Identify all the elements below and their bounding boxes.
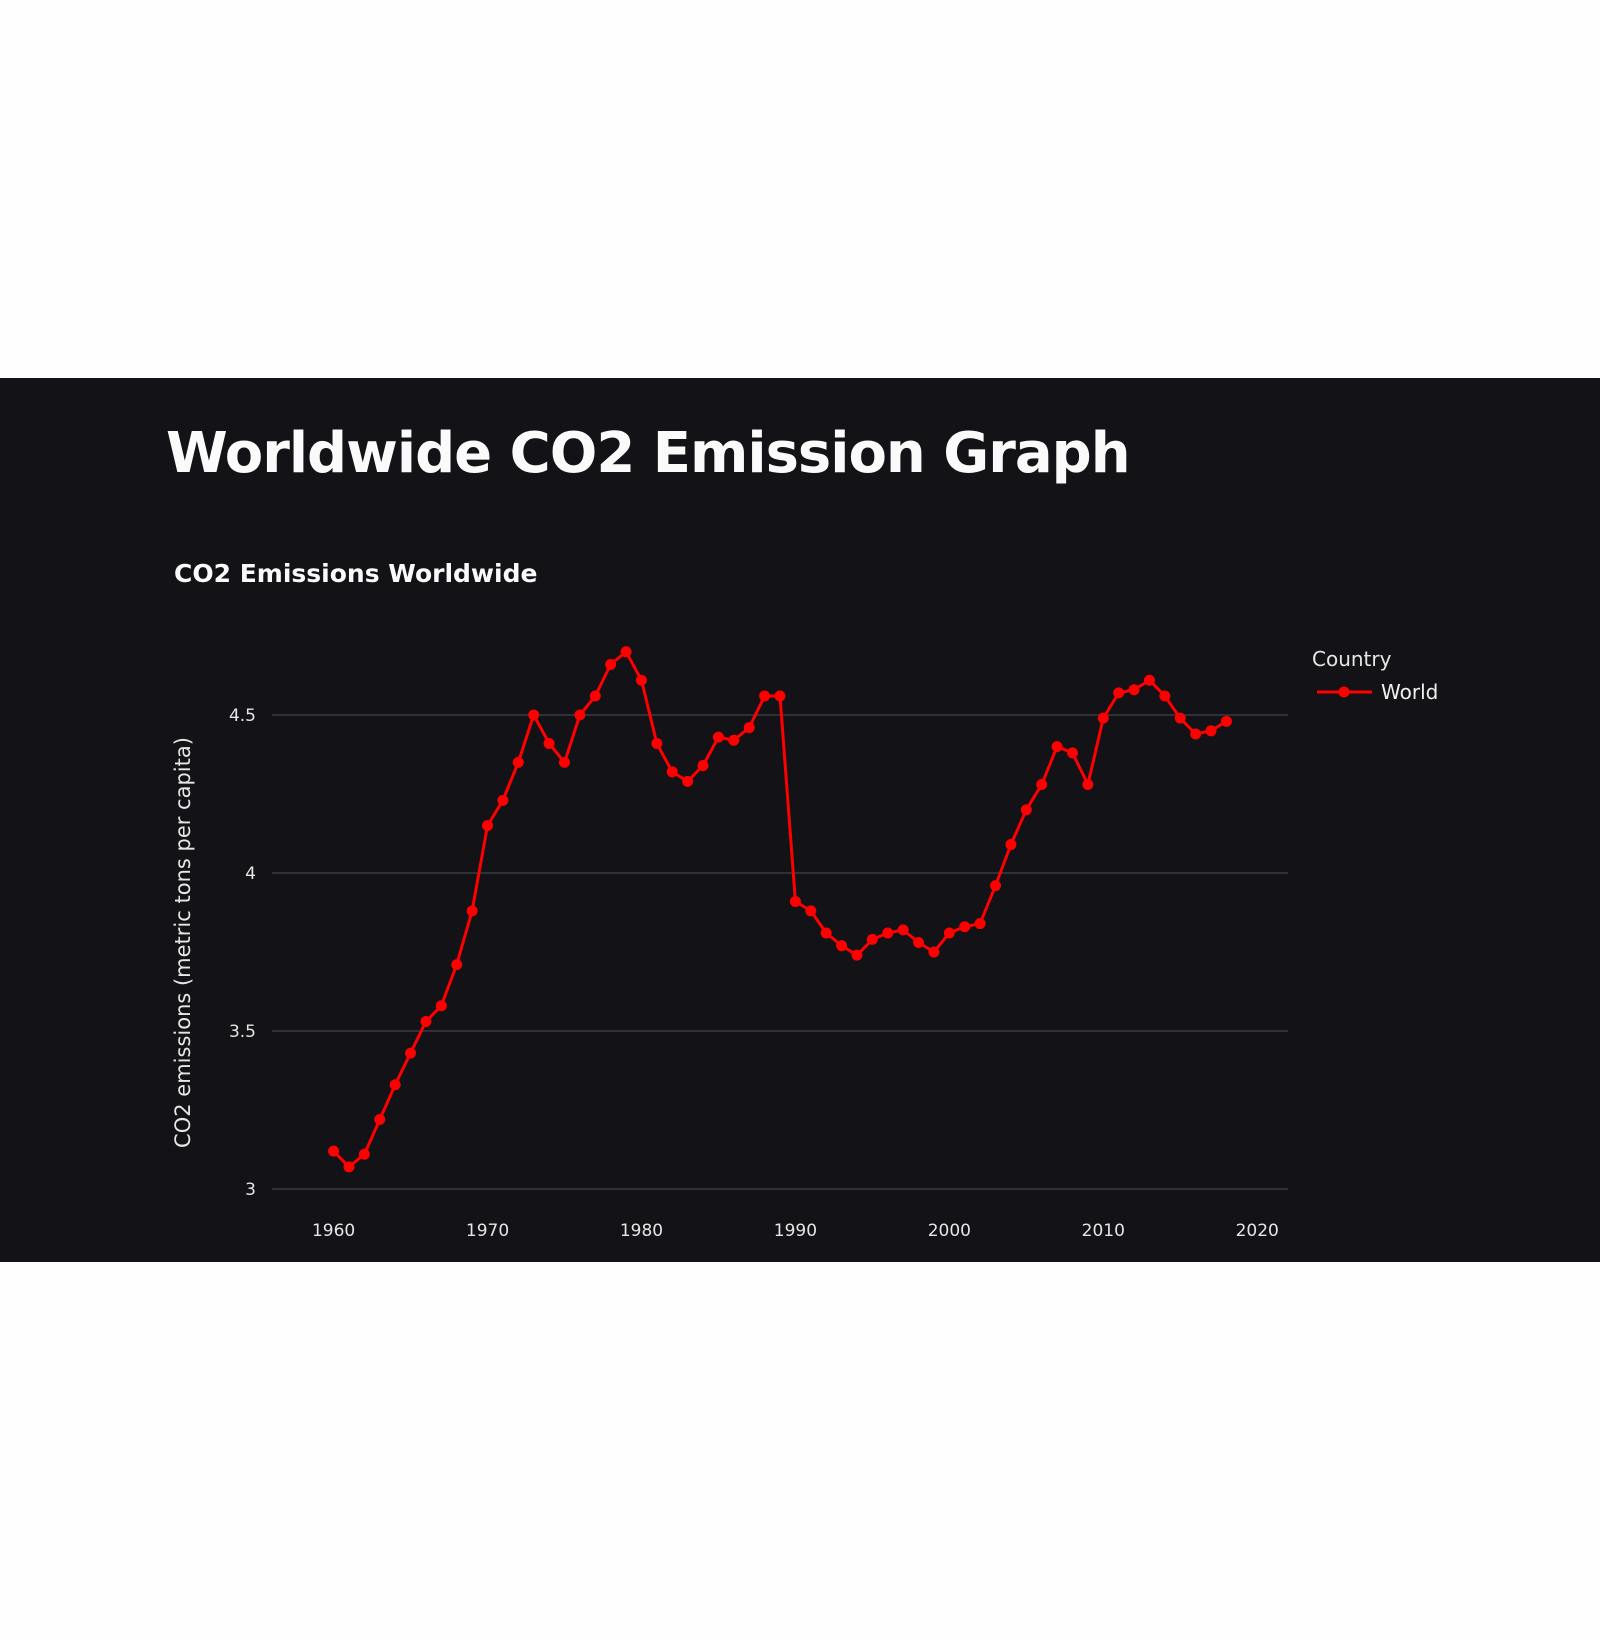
data-point[interactable] — [343, 1161, 355, 1173]
data-point[interactable] — [482, 820, 494, 832]
data-point[interactable] — [990, 880, 1002, 892]
data-point[interactable] — [1097, 712, 1109, 724]
data-point[interactable] — [1190, 728, 1202, 740]
data-point[interactable] — [851, 949, 863, 961]
data-point[interactable] — [682, 775, 694, 787]
data-point[interactable] — [974, 918, 986, 930]
data-point[interactable] — [913, 937, 925, 949]
data-point[interactable] — [897, 924, 909, 936]
data-point[interactable] — [1159, 690, 1171, 702]
x-tick-label: 2010 — [1082, 1221, 1125, 1241]
data-point[interactable] — [389, 1079, 401, 1091]
data-point[interactable] — [712, 731, 724, 743]
y-tick-label: 3.5 — [229, 1022, 256, 1042]
data-point[interactable] — [1220, 715, 1232, 727]
data-point[interactable] — [512, 756, 524, 768]
data-point[interactable] — [943, 927, 955, 939]
y-axis-label: CO2 emissions (metric tons per capita) — [171, 737, 195, 1148]
y-tick-label: 4 — [245, 864, 256, 884]
data-point[interactable] — [1066, 747, 1078, 759]
data-point[interactable] — [728, 734, 740, 746]
data-point[interactable] — [589, 690, 601, 702]
x-tick-label: 1980 — [620, 1221, 663, 1241]
data-point[interactable] — [836, 940, 848, 952]
series-layer — [328, 646, 1232, 1173]
data-point[interactable] — [605, 658, 617, 670]
x-tick-label: 1960 — [312, 1221, 355, 1241]
x-tick-label: 2000 — [928, 1221, 971, 1241]
grid-lines — [272, 714, 1288, 1190]
data-point[interactable] — [1205, 725, 1217, 737]
data-point[interactable] — [774, 690, 786, 702]
data-point[interactable] — [820, 927, 832, 939]
data-point[interactable] — [759, 690, 771, 702]
legend-marker-world — [1338, 686, 1350, 698]
legend-label-world: World — [1381, 680, 1438, 704]
chart: CO2 Emissions Worldwide 3 3.5 4 4.5 1960 197… — [171, 559, 1438, 1241]
data-point[interactable] — [743, 722, 755, 734]
page-title: Worldwide CO2 Emission Graph — [166, 421, 1131, 486]
data-point[interactable] — [620, 646, 632, 658]
x-tick-label: 1990 — [774, 1221, 817, 1241]
data-point[interactable] — [1174, 712, 1186, 724]
data-point[interactable] — [697, 760, 709, 772]
data-point[interactable] — [666, 766, 678, 778]
data-point[interactable] — [959, 921, 971, 933]
data-point[interactable] — [1143, 674, 1155, 686]
y-axis-ticks: 3 3.5 4 4.5 — [229, 706, 256, 1200]
data-point[interactable] — [420, 1016, 432, 1028]
data-point[interactable] — [1005, 839, 1017, 851]
chart-title: CO2 Emissions Worldwide — [174, 559, 537, 588]
legend-title: Country — [1312, 647, 1392, 671]
data-point[interactable] — [1020, 804, 1032, 816]
y-tick-label: 4.5 — [229, 706, 256, 726]
y-tick-label: 3 — [245, 1180, 256, 1200]
data-point[interactable] — [882, 927, 894, 939]
data-point[interactable] — [651, 737, 663, 749]
data-point[interactable] — [1128, 684, 1140, 696]
data-point[interactable] — [451, 959, 463, 971]
data-point[interactable] — [805, 905, 817, 917]
data-point[interactable] — [435, 1000, 447, 1012]
x-tick-label: 1970 — [466, 1221, 509, 1241]
data-point[interactable] — [574, 709, 586, 721]
data-point[interactable] — [1051, 741, 1063, 753]
data-point[interactable] — [328, 1145, 340, 1157]
data-point[interactable] — [358, 1148, 370, 1160]
data-point[interactable] — [528, 709, 540, 721]
app-panel: Worldwide CO2 Emission Graph CO2 Emissio… — [0, 378, 1600, 1262]
data-point[interactable] — [789, 895, 801, 907]
data-point[interactable] — [405, 1047, 417, 1059]
legend[interactable]: Country World — [1312, 647, 1438, 704]
data-point[interactable] — [497, 794, 509, 806]
data-point[interactable] — [1036, 779, 1048, 791]
data-point[interactable] — [928, 946, 940, 958]
data-point[interactable] — [374, 1113, 386, 1125]
data-point[interactable] — [635, 674, 647, 686]
data-point[interactable] — [1082, 779, 1094, 791]
data-point[interactable] — [866, 933, 878, 945]
data-point[interactable] — [466, 905, 478, 917]
data-point[interactable] — [543, 737, 555, 749]
data-point[interactable] — [1113, 687, 1125, 699]
x-tick-label: 2020 — [1236, 1221, 1279, 1241]
data-point[interactable] — [558, 756, 570, 768]
x-axis-ticks: 1960 1970 1980 1990 2000 2010 2020 — [312, 1221, 1279, 1241]
